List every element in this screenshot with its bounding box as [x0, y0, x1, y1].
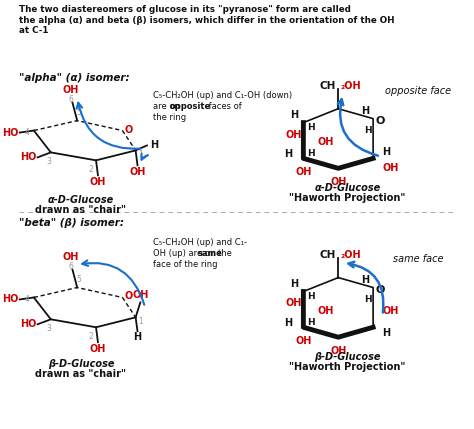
Text: H: H — [290, 110, 298, 120]
Text: 6: 6 — [68, 95, 73, 104]
Text: β-D-Glucose: β-D-Glucose — [48, 359, 114, 369]
Text: HO: HO — [2, 127, 19, 138]
Text: C₅-CH₂OH (up) and C₁-: C₅-CH₂OH (up) and C₁- — [153, 238, 246, 247]
Text: faces of: faces of — [206, 102, 242, 111]
Text: ₂OH: ₂OH — [340, 250, 361, 260]
Text: 3: 3 — [46, 157, 51, 166]
Text: "alpha" (α) isomer:: "alpha" (α) isomer: — [19, 73, 129, 83]
Text: H: H — [290, 278, 298, 289]
Text: OH: OH — [63, 252, 79, 262]
Text: O: O — [124, 291, 133, 302]
Text: 2: 2 — [89, 332, 94, 341]
Text: face of the ring: face of the ring — [153, 260, 217, 269]
Text: OH: OH — [383, 163, 399, 173]
Text: 1: 1 — [138, 317, 143, 326]
Text: are on: are on — [153, 102, 182, 111]
Text: 6: 6 — [68, 262, 73, 271]
Text: H: H — [284, 318, 292, 328]
Text: OH: OH — [330, 177, 346, 187]
Text: CH: CH — [320, 250, 337, 260]
Text: drawn as "chair": drawn as "chair" — [36, 369, 127, 379]
Text: H: H — [307, 149, 315, 158]
Text: OH: OH — [90, 177, 106, 187]
Text: 5: 5 — [77, 108, 82, 117]
Text: OH: OH — [318, 306, 334, 316]
Text: CH: CH — [320, 81, 337, 91]
Text: same face: same face — [393, 254, 444, 264]
Text: O: O — [376, 116, 385, 126]
Text: The two diastereomers of glucose in its "pyranose" form are called
the alpha (α): The two diastereomers of glucose in its … — [19, 6, 394, 35]
Text: "Haworth Projection": "Haworth Projection" — [290, 362, 406, 372]
Text: HO: HO — [20, 152, 36, 162]
Text: 5: 5 — [77, 275, 82, 284]
Text: H: H — [284, 149, 292, 160]
Text: α-D-Glucose: α-D-Glucose — [48, 195, 114, 205]
Text: 4: 4 — [25, 128, 30, 137]
Text: H: H — [383, 148, 391, 157]
Text: ₂OH: ₂OH — [340, 81, 361, 91]
Text: OH: OH — [286, 299, 302, 308]
Text: the ring: the ring — [153, 113, 186, 122]
Text: OH: OH — [129, 167, 146, 177]
Text: H: H — [134, 332, 142, 342]
Text: H: H — [362, 106, 370, 116]
Text: 1: 1 — [138, 150, 143, 159]
Text: OH: OH — [295, 336, 311, 346]
Text: H: H — [365, 295, 372, 304]
Text: α-D-Glucose: α-D-Glucose — [315, 183, 381, 193]
Text: 2: 2 — [89, 165, 94, 174]
Text: OH: OH — [295, 167, 311, 177]
Text: H: H — [150, 140, 158, 151]
Text: OH: OH — [318, 137, 334, 148]
Text: H: H — [307, 318, 315, 327]
Text: C₅-CH₂OH (up) and C₁-OH (down): C₅-CH₂OH (up) and C₁-OH (down) — [153, 91, 292, 100]
Text: O: O — [376, 284, 385, 295]
Text: "Haworth Projection": "Haworth Projection" — [290, 193, 406, 203]
Text: HO: HO — [2, 294, 19, 305]
Text: H: H — [365, 126, 372, 135]
Text: H: H — [307, 123, 315, 132]
Text: HO: HO — [20, 319, 36, 329]
Text: O: O — [124, 124, 133, 135]
Text: drawn as "chair": drawn as "chair" — [36, 205, 127, 215]
Text: opposite: opposite — [170, 102, 211, 111]
Text: OH (up) are on the: OH (up) are on the — [153, 249, 234, 258]
Text: OH: OH — [90, 344, 106, 354]
Text: 3: 3 — [46, 324, 51, 333]
Text: H: H — [307, 292, 315, 301]
Text: OH: OH — [63, 85, 79, 95]
Text: OH: OH — [330, 346, 346, 356]
Text: same: same — [198, 249, 223, 258]
Text: OH: OH — [286, 130, 302, 139]
Text: H: H — [383, 328, 391, 338]
Text: opposite face: opposite face — [385, 86, 451, 96]
Text: "beta" (β) isomer:: "beta" (β) isomer: — [19, 218, 124, 228]
Text: OH: OH — [383, 306, 399, 316]
Text: OH: OH — [132, 290, 148, 300]
Text: 4: 4 — [25, 295, 30, 304]
Text: H: H — [362, 275, 370, 284]
Text: β-D-Glucose: β-D-Glucose — [314, 352, 381, 362]
